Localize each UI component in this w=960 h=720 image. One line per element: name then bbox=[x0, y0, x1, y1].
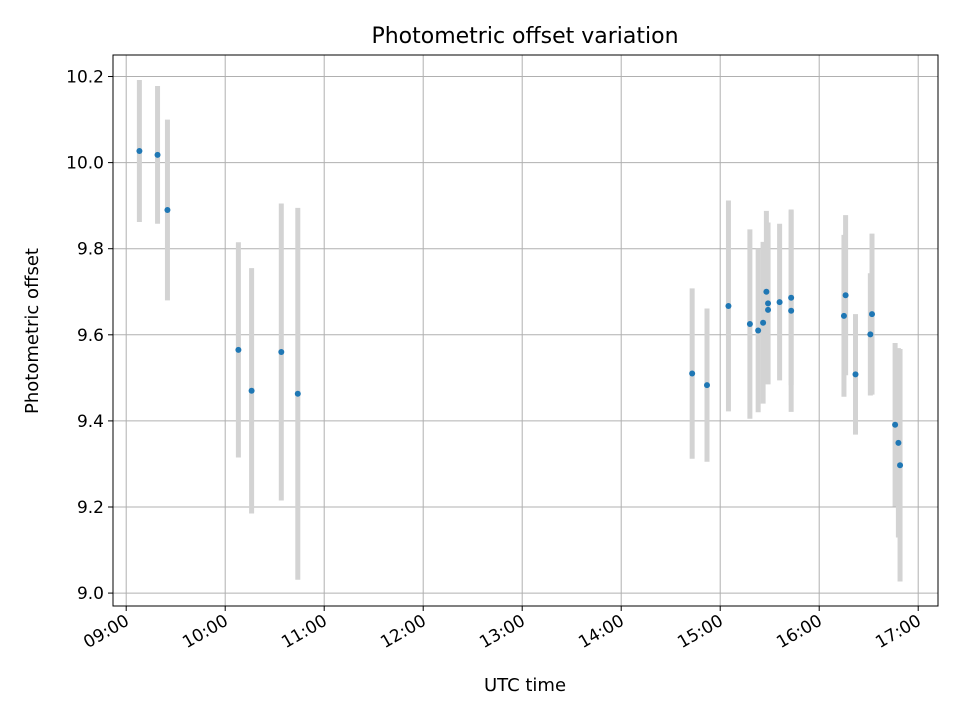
data-point bbox=[154, 151, 161, 158]
data-point bbox=[763, 288, 770, 295]
y-tick-label: 10.0 bbox=[66, 154, 104, 174]
data-point bbox=[840, 312, 847, 319]
y-tick-label: 9.2 bbox=[77, 498, 104, 518]
data-point bbox=[278, 349, 285, 356]
data-point bbox=[892, 421, 899, 428]
data-point bbox=[136, 147, 143, 154]
data-point bbox=[294, 390, 301, 397]
y-tick-label: 9.6 bbox=[77, 326, 104, 346]
data-point bbox=[867, 331, 874, 338]
data-point bbox=[689, 370, 696, 377]
data-point bbox=[755, 327, 762, 334]
chart-title: Photometric offset variation bbox=[371, 24, 678, 49]
data-point bbox=[164, 206, 171, 213]
data-point bbox=[248, 387, 255, 394]
data-point bbox=[704, 382, 710, 389]
data-point bbox=[776, 299, 783, 306]
y-tick-label: 9.8 bbox=[77, 240, 104, 260]
data-point bbox=[235, 346, 242, 353]
y-tick-label: 9.0 bbox=[77, 584, 104, 604]
data-point bbox=[842, 292, 849, 299]
data-point bbox=[895, 439, 902, 446]
data-point bbox=[897, 462, 904, 469]
y-tick-label: 10.2 bbox=[66, 68, 104, 88]
data-point bbox=[869, 311, 875, 318]
data-points bbox=[136, 147, 904, 469]
data-point bbox=[788, 307, 795, 314]
y-axis-label: Photometric offset bbox=[22, 248, 43, 414]
data-point bbox=[746, 321, 753, 328]
y-tick-label: 9.4 bbox=[77, 412, 104, 432]
plot-frame bbox=[112, 54, 939, 607]
data-point bbox=[765, 306, 772, 313]
x-axis-label: UTC time bbox=[484, 675, 566, 696]
data-point bbox=[852, 371, 859, 378]
data-point bbox=[725, 302, 732, 309]
y-axis: 9.0 9.2 9.4 9.6 9.8 10.0 10.2 bbox=[66, 68, 113, 604]
data-point bbox=[788, 294, 795, 301]
data-point bbox=[765, 300, 772, 307]
data-point bbox=[760, 319, 767, 326]
